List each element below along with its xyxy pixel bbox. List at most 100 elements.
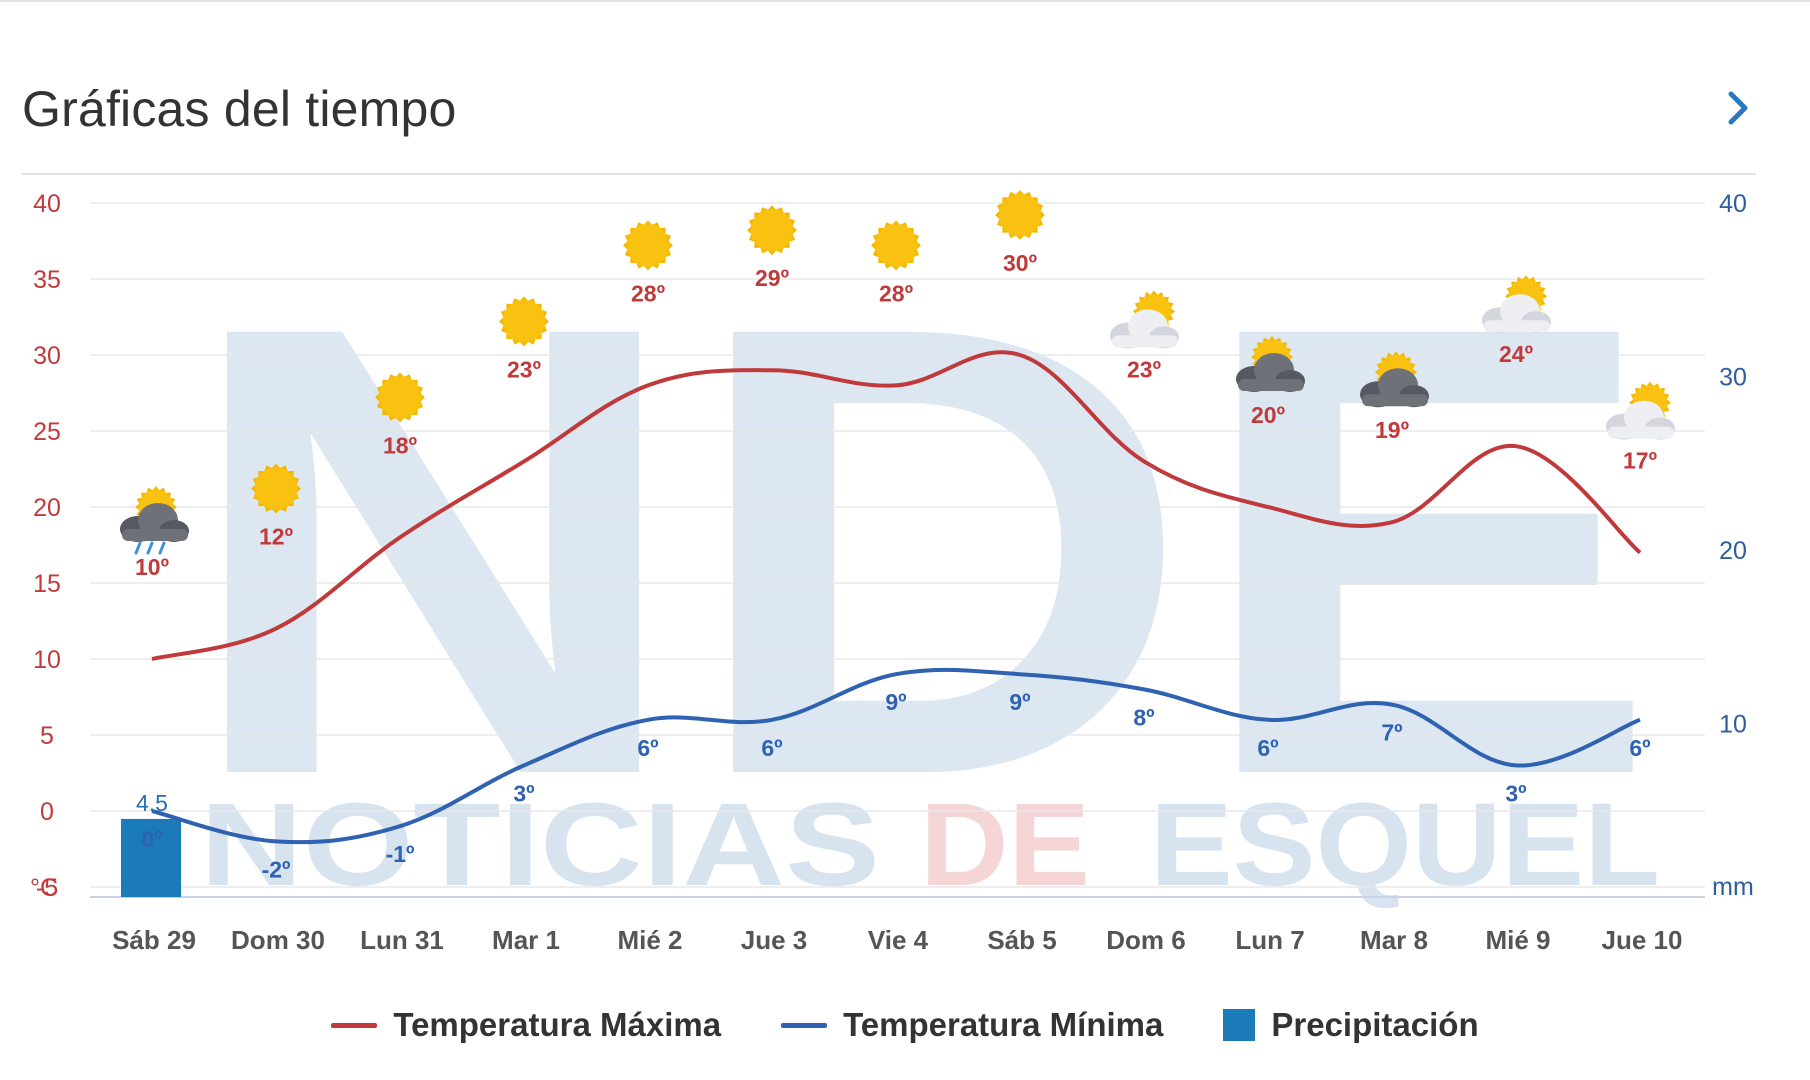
legend-item-precip[interactable]: Precipitación bbox=[1223, 1006, 1479, 1044]
legend-label-max: Temperatura Máxima bbox=[393, 1006, 722, 1043]
max-temp-label: 17º bbox=[1623, 448, 1657, 474]
x-axis-tick-label: Dom 6 bbox=[1106, 925, 1185, 955]
dark-cloud-sun-icon bbox=[1360, 351, 1429, 408]
cloud-base bbox=[1238, 379, 1304, 391]
top-rule bbox=[0, 0, 1810, 2]
left-axis-tick-label: 0 bbox=[40, 798, 54, 826]
left-axis-tick-label: 35 bbox=[33, 266, 61, 294]
min-temp-label: 9º bbox=[1009, 689, 1030, 715]
right-axis-tick-label: 10 bbox=[1719, 711, 1747, 739]
max-temp-label: 18º bbox=[383, 432, 417, 458]
max-temp-label: 12º bbox=[259, 524, 293, 550]
max-temp-label: 29º bbox=[755, 265, 789, 291]
cloud-base bbox=[1484, 320, 1550, 333]
right-axis-unit: mm bbox=[1712, 873, 1754, 901]
right-axis-tick-label: 20 bbox=[1719, 537, 1747, 565]
sun-icon bbox=[871, 220, 921, 271]
cloud-base bbox=[1362, 394, 1428, 407]
max-temp-label: 30º bbox=[1003, 250, 1037, 276]
right-axis-tick-label: 40 bbox=[1719, 190, 1747, 218]
next-button[interactable] bbox=[1714, 84, 1762, 132]
right-axis-tick-label: 30 bbox=[1719, 364, 1747, 392]
x-axis-tick-label: Lun 7 bbox=[1235, 925, 1304, 955]
right-axis: 40 30 20 10 mm bbox=[1712, 190, 1754, 901]
partly-cloudy-icon bbox=[1110, 290, 1179, 349]
min-temp-label: 6º bbox=[1629, 735, 1650, 761]
left-axis-tick-label: 30 bbox=[33, 342, 61, 370]
x-axis: Sáb 29 Dom 30 Lun 31 Mar 1 Mié 2 Jue 3 Vie 4 Sá… bbox=[112, 925, 1682, 955]
max-temp-label: 23º bbox=[507, 356, 541, 382]
sun-icon bbox=[251, 463, 301, 514]
x-axis-tick-label: Mié 2 bbox=[617, 925, 682, 955]
min-temp-label: 6º bbox=[1257, 735, 1278, 761]
legend-item-max[interactable]: Temperatura Máxima bbox=[331, 1006, 721, 1044]
dark-cloud-sun-icon bbox=[1236, 336, 1305, 392]
sun-disc bbox=[379, 376, 421, 419]
chevron-right-icon bbox=[1728, 91, 1748, 125]
legend-swatch-precip bbox=[1223, 1009, 1256, 1041]
sun-icon bbox=[499, 296, 549, 347]
left-axis-unit: °C bbox=[30, 874, 58, 902]
precipitation-bars bbox=[121, 818, 181, 897]
precipitation-bar[interactable] bbox=[121, 818, 181, 897]
rain-drop bbox=[146, 541, 154, 555]
x-axis-tick-label: Jue 3 bbox=[741, 925, 808, 955]
cloud-base bbox=[1112, 335, 1178, 348]
sun-disc bbox=[627, 224, 669, 267]
min-temp-label: 6º bbox=[761, 735, 782, 761]
cloud-base bbox=[122, 529, 188, 541]
grid bbox=[90, 202, 1705, 898]
min-temp-label: 8º bbox=[1133, 704, 1154, 730]
legend-label-min: Temperatura Mínima bbox=[843, 1006, 1164, 1043]
precipitation-label: 4.5 bbox=[136, 790, 168, 816]
sun-disc bbox=[751, 209, 793, 252]
left-axis-tick-label: 40 bbox=[33, 190, 61, 218]
min-temp-label: 3º bbox=[1505, 780, 1526, 806]
series-line-min[interactable] bbox=[151, 667, 1641, 845]
data-labels: 4.5 10º 12º 18º 23º 28º 29º 28º 30º 23º 20º 19º 24º 1… bbox=[135, 250, 1657, 882]
watermark-logo: NDE bbox=[180, 193, 1660, 908]
rain-drop bbox=[158, 541, 166, 555]
sun-disc bbox=[875, 224, 917, 267]
min-temp-label: 0º bbox=[141, 826, 162, 852]
x-axis-tick-label: Dom 30 bbox=[231, 925, 325, 955]
legend-label-precip: Precipitación bbox=[1271, 1006, 1479, 1043]
left-axis-tick-label: 10 bbox=[33, 646, 61, 674]
x-axis-tick-label: Vie 4 bbox=[868, 925, 929, 955]
weather-chart: NDE NOTICIAS DE ESQUEL 40 35 30 25 20 15 10 5 0 -… bbox=[30, 190, 1754, 955]
min-temp-label: -1º bbox=[386, 841, 415, 867]
watermark-word-noticias: NOTICIAS bbox=[200, 779, 880, 911]
min-temp-label: 3º bbox=[513, 780, 534, 806]
watermark: NDE NOTICIAS DE ESQUEL bbox=[180, 193, 1660, 911]
page-title: Gráficas del tiempo bbox=[22, 81, 457, 137]
legend-swatch-min bbox=[781, 1022, 828, 1028]
max-temp-label: 23º bbox=[1127, 356, 1161, 382]
max-temp-label: 19º bbox=[1375, 417, 1409, 443]
sun-icon bbox=[623, 220, 673, 271]
max-temp-label: 20º bbox=[1251, 402, 1285, 428]
cloud-base bbox=[1608, 426, 1674, 439]
partly-cloudy-icon bbox=[1482, 275, 1551, 334]
legend-item-min[interactable]: Temperatura Mínima bbox=[781, 1006, 1163, 1044]
x-axis-tick-label: Mar 1 bbox=[492, 925, 560, 955]
min-temp-label: 9º bbox=[885, 689, 906, 715]
min-temp-label: -2º bbox=[262, 856, 291, 882]
series-line-max[interactable] bbox=[151, 350, 1642, 661]
max-temp-label: 24º bbox=[1499, 341, 1533, 367]
max-temp-label: 28º bbox=[879, 280, 913, 306]
watermark-word-esquel: ESQUEL bbox=[1150, 779, 1660, 911]
sun-icon bbox=[995, 190, 1045, 240]
max-temp-label: 28º bbox=[631, 280, 665, 306]
sun-icon bbox=[747, 205, 797, 256]
left-axis-tick-label: 20 bbox=[33, 494, 61, 522]
min-temp-label: 7º bbox=[1381, 720, 1402, 746]
max-temp-label: 10º bbox=[135, 554, 169, 580]
x-axis-tick-label: Mié 9 bbox=[1485, 925, 1550, 955]
watermark-word-de: DE bbox=[920, 779, 1090, 911]
legend: Temperatura Máxima Temperatura Mínima Pr… bbox=[0, 995, 1810, 1055]
header: Gráficas del tiempo bbox=[22, 72, 1762, 152]
x-axis-tick-label: Sáb 29 bbox=[112, 925, 196, 955]
sun-disc bbox=[999, 194, 1041, 236]
sun-disc bbox=[255, 467, 297, 510]
min-temp-label: 6º bbox=[637, 735, 658, 761]
